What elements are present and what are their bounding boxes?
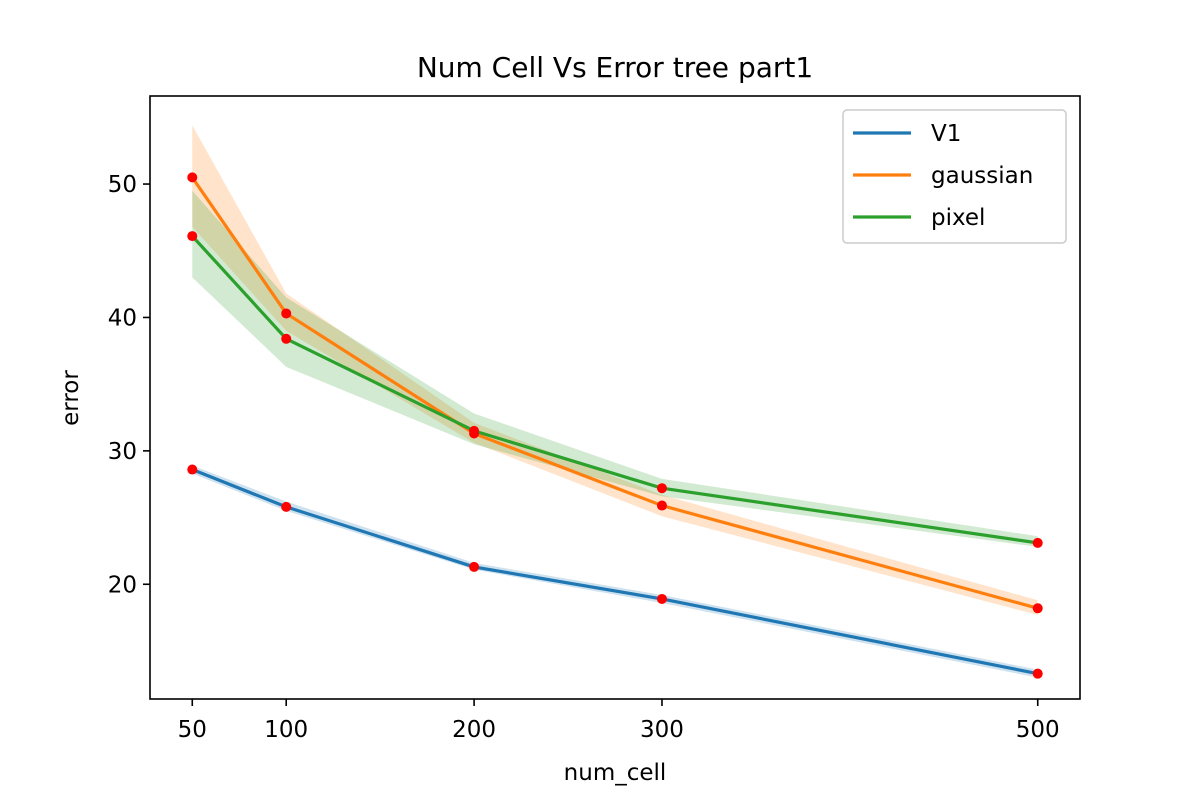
y-tick-label-30: 30 <box>108 439 137 465</box>
x-tick-label-300: 300 <box>640 717 684 743</box>
chart-title: Num Cell Vs Error tree part1 <box>417 51 813 84</box>
point-pixel-300 <box>656 483 667 494</box>
point-pixel-200 <box>469 425 480 436</box>
legend-label-V1: V1 <box>931 121 961 147</box>
point-V1-300 <box>656 593 667 604</box>
band-pixel <box>192 190 1038 547</box>
legend-label-gaussian: gaussian <box>931 163 1033 189</box>
y-tick-label-50: 50 <box>108 172 137 198</box>
x-tick-label-500: 500 <box>1016 717 1060 743</box>
point-gaussian-300 <box>656 500 667 511</box>
x-axis-label: num_cell <box>564 760 667 786</box>
x-tick-label-50: 50 <box>178 717 207 743</box>
x-tick-label-200: 200 <box>452 717 496 743</box>
point-pixel-100 <box>281 333 292 344</box>
x-axis-ticks: 50 100 200 300 500 <box>178 699 1060 743</box>
point-gaussian-100 <box>281 308 292 319</box>
point-pixel-500 <box>1032 537 1043 548</box>
x-tick-label-100: 100 <box>264 717 308 743</box>
point-V1-200 <box>469 561 480 572</box>
point-gaussian-50 <box>187 172 198 183</box>
point-V1-500 <box>1032 668 1043 679</box>
y-tick-label-40: 40 <box>108 305 137 331</box>
data-markers <box>187 172 1043 679</box>
point-V1-50 <box>187 464 198 475</box>
legend: V1 gaussian pixel <box>842 109 1067 244</box>
plot-frame <box>149 95 1081 700</box>
point-gaussian-500 <box>1032 603 1043 614</box>
point-pixel-50 <box>187 231 198 242</box>
y-tick-label-20: 20 <box>108 572 137 598</box>
legend-box <box>842 109 1067 244</box>
y-axis-ticks: 20 30 40 50 <box>108 172 150 598</box>
y-axis-label: error <box>58 370 84 426</box>
band-gaussian <box>192 125 1038 615</box>
legend-label-pixel: pixel <box>931 205 985 231</box>
point-V1-100 <box>281 501 292 512</box>
